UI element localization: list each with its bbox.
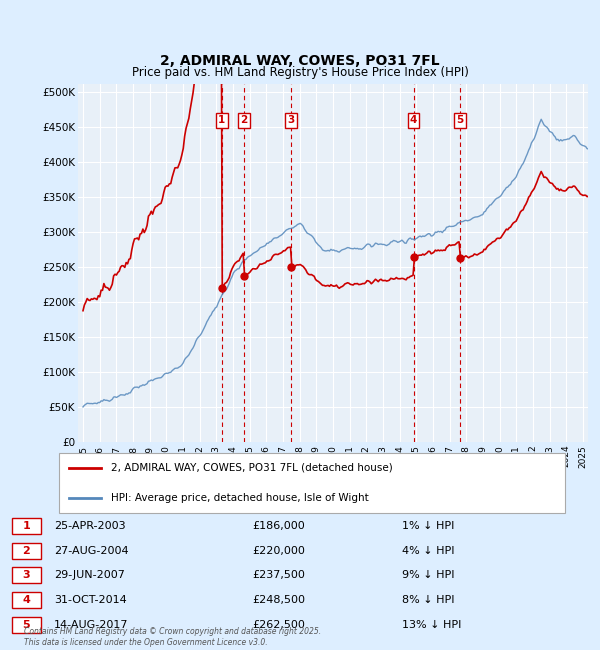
Text: 2: 2 — [23, 545, 30, 556]
Text: £248,500: £248,500 — [252, 595, 305, 605]
Text: 1: 1 — [218, 115, 225, 125]
Text: 31-OCT-2014: 31-OCT-2014 — [54, 595, 127, 605]
Bar — [12, 617, 41, 632]
Text: 3: 3 — [287, 115, 295, 125]
Text: £186,000: £186,000 — [252, 521, 305, 531]
Text: HPI: Average price, detached house, Isle of Wight: HPI: Average price, detached house, Isle… — [112, 493, 369, 502]
Text: 2: 2 — [240, 115, 247, 125]
Bar — [12, 518, 41, 534]
Text: 8% ↓ HPI: 8% ↓ HPI — [402, 595, 455, 605]
Text: 1% ↓ HPI: 1% ↓ HPI — [402, 521, 454, 531]
Text: £220,000: £220,000 — [252, 545, 305, 556]
Bar — [12, 543, 41, 558]
Text: 13% ↓ HPI: 13% ↓ HPI — [402, 619, 461, 630]
Text: Price paid vs. HM Land Registry's House Price Index (HPI): Price paid vs. HM Land Registry's House … — [131, 66, 469, 79]
Text: 3: 3 — [23, 570, 30, 580]
Text: 2, ADMIRAL WAY, COWES, PO31 7FL (detached house): 2, ADMIRAL WAY, COWES, PO31 7FL (detache… — [112, 463, 393, 473]
Text: Contains HM Land Registry data © Crown copyright and database right 2025.
This d: Contains HM Land Registry data © Crown c… — [24, 627, 321, 647]
Text: 5: 5 — [457, 115, 464, 125]
Bar — [12, 567, 41, 583]
Text: 4: 4 — [410, 115, 417, 125]
Text: 5: 5 — [23, 619, 30, 630]
Text: 4: 4 — [22, 595, 31, 605]
Text: £237,500: £237,500 — [252, 570, 305, 580]
Text: £262,500: £262,500 — [252, 619, 305, 630]
FancyBboxPatch shape — [59, 453, 565, 514]
Text: 2, ADMIRAL WAY, COWES, PO31 7FL: 2, ADMIRAL WAY, COWES, PO31 7FL — [160, 54, 440, 68]
Text: 4% ↓ HPI: 4% ↓ HPI — [402, 545, 455, 556]
Text: 14-AUG-2017: 14-AUG-2017 — [54, 619, 128, 630]
Text: 9% ↓ HPI: 9% ↓ HPI — [402, 570, 455, 580]
Text: 29-JUN-2007: 29-JUN-2007 — [54, 570, 125, 580]
Text: 25-APR-2003: 25-APR-2003 — [54, 521, 125, 531]
Text: 1: 1 — [23, 521, 30, 531]
Text: 27-AUG-2004: 27-AUG-2004 — [54, 545, 128, 556]
Bar — [12, 592, 41, 608]
